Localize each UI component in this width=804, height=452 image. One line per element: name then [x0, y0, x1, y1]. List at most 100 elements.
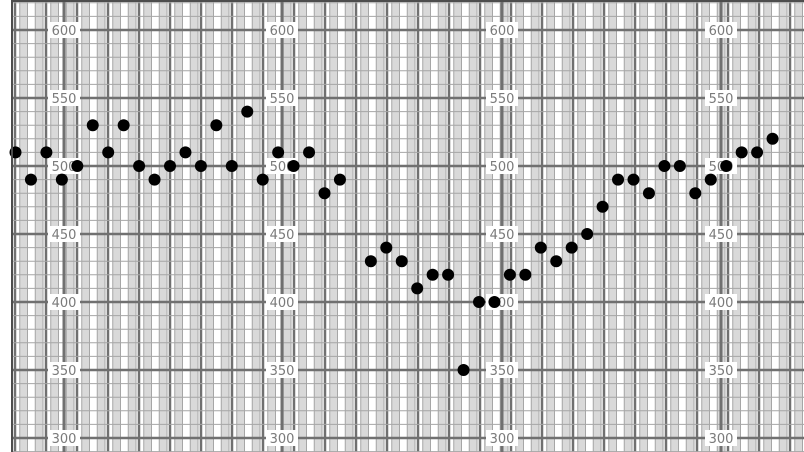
y-tick-label: 300 [52, 432, 77, 447]
data-point [550, 255, 563, 268]
grid-stripe [190, 0, 198, 452]
grid-stripe [128, 0, 136, 452]
data-point [102, 146, 115, 159]
y-tick-label: 550 [490, 92, 515, 107]
data-point [380, 241, 393, 254]
tick-label-bg [266, 430, 298, 446]
grid-stripe [531, 0, 539, 452]
grid-stripe [562, 0, 570, 452]
data-point [596, 200, 609, 213]
tick-label-bg [48, 22, 80, 38]
grid-stripe [174, 0, 183, 452]
data-point [24, 173, 37, 186]
y-tick-label: 400 [709, 296, 734, 311]
grid-stripe [748, 0, 756, 452]
grid-stripe [252, 0, 260, 452]
y-tick-label: 300 [709, 432, 734, 447]
chart-frame [11, 0, 804, 452]
y-tick-label: 450 [490, 228, 515, 243]
data-point [488, 296, 501, 308]
y-tick-label: 350 [52, 364, 77, 379]
y-tick-label: 300 [490, 432, 515, 447]
data-point [519, 268, 532, 281]
grid-stripe [670, 0, 679, 452]
grid-stripe [577, 0, 586, 452]
tick-label-bg [705, 90, 737, 106]
grid-stripe [686, 0, 694, 452]
y-tick-label: 450 [52, 228, 77, 243]
grid-stripe [639, 0, 648, 452]
grid-stripe [391, 0, 400, 452]
data-point [735, 146, 748, 159]
data-point [720, 160, 733, 172]
tick-label-bg [486, 430, 518, 446]
grid-stripe [794, 0, 803, 452]
tick-label-bg [486, 90, 518, 106]
grid-stripe [546, 0, 555, 452]
data-point [627, 173, 640, 186]
grid-stripe [608, 0, 617, 452]
data-points [9, 105, 779, 376]
y-tick-label: 600 [709, 24, 734, 39]
tick-label-bg [705, 362, 737, 378]
tick-label-bg [486, 22, 518, 38]
tick-label-bg [48, 294, 80, 310]
tick-label-bg [266, 22, 298, 38]
data-point [473, 296, 485, 308]
y-tick-label: 550 [270, 92, 295, 107]
tick-label-bg [486, 158, 518, 174]
data-point [287, 160, 300, 172]
data-point [71, 160, 84, 172]
data-point [689, 187, 702, 200]
grid-stripe [236, 0, 245, 452]
tick-label-bg [705, 226, 737, 242]
tick-label-bg [266, 362, 298, 378]
data-point [704, 173, 717, 186]
grid-stripe [407, 0, 415, 452]
data-point [148, 173, 161, 186]
tick-label-bg [705, 22, 737, 38]
y-tick-label: 400 [270, 296, 295, 311]
y-tick-label: 400 [52, 296, 77, 311]
data-point [210, 119, 223, 132]
data-point [364, 255, 377, 268]
grid-stripe [360, 0, 369, 452]
grid-stripe [97, 0, 105, 452]
data-point [395, 255, 408, 268]
y-tick-label: 450 [270, 228, 295, 243]
grid-stripe [779, 0, 787, 452]
data-point [272, 146, 285, 159]
data-point [117, 119, 130, 132]
data-point [241, 105, 254, 118]
grid-stripe [469, 0, 477, 452]
data-point [411, 282, 424, 295]
data-point [40, 146, 53, 159]
y-tick-label: 350 [709, 364, 734, 379]
data-point [256, 173, 269, 186]
data-point [766, 132, 779, 145]
data-point [612, 173, 625, 186]
data-point [534, 241, 547, 254]
tick-label-bg [266, 90, 298, 106]
data-point [751, 146, 764, 159]
data-point [333, 173, 346, 186]
grid-stripe [205, 0, 214, 452]
grid-stripe [314, 0, 322, 452]
y-tick-label: 500 [490, 160, 515, 175]
y-tick-label: 600 [52, 24, 77, 39]
grid-stripe [655, 0, 663, 452]
grid-stripe [345, 0, 353, 452]
data-point [503, 268, 516, 281]
y-axis-ticks: 300 350 400 450 500 550 600 300 350 400 450 500 550 6… [48, 0, 737, 452]
grid-stripe [329, 0, 338, 452]
grid-stripe [438, 0, 446, 452]
y-tick-label: 550 [52, 92, 77, 107]
grid-stripe [593, 0, 601, 452]
data-point [318, 187, 331, 200]
tick-label-bg [486, 226, 518, 242]
grid-stripe [453, 0, 462, 452]
data-point [565, 241, 578, 254]
data-point [642, 187, 655, 200]
data-point [442, 268, 455, 281]
